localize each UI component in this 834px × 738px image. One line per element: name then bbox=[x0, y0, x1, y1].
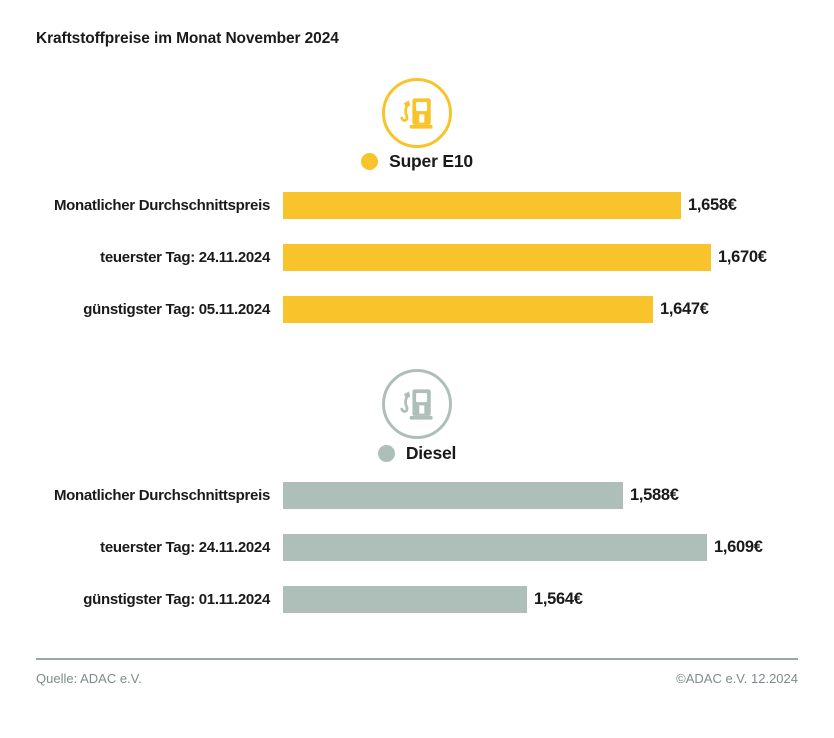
legend-label-super-e10: Super E10 bbox=[389, 151, 473, 171]
bar-value: 1,647€ bbox=[660, 300, 709, 318]
bar-super-e10-guenstigster-tag bbox=[283, 296, 653, 323]
bar-diesel-teuerster-tag bbox=[283, 534, 707, 561]
fuel-pump-icon bbox=[382, 78, 452, 148]
bar-row: günstigster Tag: 05.11.2024 1,647€ bbox=[36, 296, 834, 323]
diesel-icon-wrap bbox=[0, 369, 834, 439]
legend-label-diesel: Diesel bbox=[405, 443, 457, 463]
bar-value: 1,609€ bbox=[714, 538, 763, 556]
legend-dot-diesel bbox=[377, 445, 395, 462]
bar-diesel-guenstigster-tag bbox=[283, 586, 527, 613]
bar-super-e10-durchschnitt bbox=[283, 192, 681, 219]
footer-divider bbox=[36, 658, 798, 660]
bar-label: teuerster Tag: 24.11.2024 bbox=[100, 539, 270, 556]
bar-row: günstigster Tag: 01.11.2024 1,564€ bbox=[36, 586, 834, 613]
bar-value: 1,564€ bbox=[534, 590, 583, 608]
bar-value: 1,658€ bbox=[688, 196, 737, 214]
copyright-text: ©ADAC e.V. 12.2024 bbox=[676, 671, 798, 686]
legend-diesel: Diesel bbox=[0, 443, 834, 464]
bar-value: 1,588€ bbox=[630, 486, 679, 504]
bar-row: teuerster Tag: 24.11.2024 1,670€ bbox=[36, 244, 834, 271]
super-e10-bars: Monatlicher Durchschnittspreis 1,658€ te… bbox=[36, 192, 834, 348]
bar-row: teuerster Tag: 24.11.2024 1,609€ bbox=[36, 534, 834, 561]
footer: Quelle: ADAC e.V. ©ADAC e.V. 12.2024 bbox=[36, 671, 798, 686]
fuel-pump-icon bbox=[382, 369, 452, 439]
bar-super-e10-teuerster-tag bbox=[283, 244, 711, 271]
bar-row: Monatlicher Durchschnittspreis 1,658€ bbox=[36, 192, 834, 219]
bar-label: günstigster Tag: 05.11.2024 bbox=[83, 301, 270, 318]
bar-label: Monatlicher Durchschnittspreis bbox=[53, 197, 270, 214]
bar-label: teuerster Tag: 24.11.2024 bbox=[100, 249, 270, 266]
bar-row: Monatlicher Durchschnittspreis 1,588€ bbox=[36, 482, 834, 509]
bar-value: 1,670€ bbox=[718, 248, 767, 266]
bar-label: günstigster Tag: 01.11.2024 bbox=[83, 591, 270, 608]
bar-label: Monatlicher Durchschnittspreis bbox=[53, 487, 270, 504]
legend-super-e10: Super E10 bbox=[0, 151, 834, 172]
source-text: Quelle: ADAC e.V. bbox=[36, 671, 142, 686]
legend-dot-super-e10 bbox=[361, 153, 379, 170]
bar-diesel-durchschnitt bbox=[283, 482, 623, 509]
super-e10-icon-wrap bbox=[0, 78, 834, 148]
page-title: Kraftstoffpreise im Monat November 2024 bbox=[36, 30, 339, 47]
diesel-bars: Monatlicher Durchschnittspreis 1,588€ te… bbox=[36, 482, 834, 638]
